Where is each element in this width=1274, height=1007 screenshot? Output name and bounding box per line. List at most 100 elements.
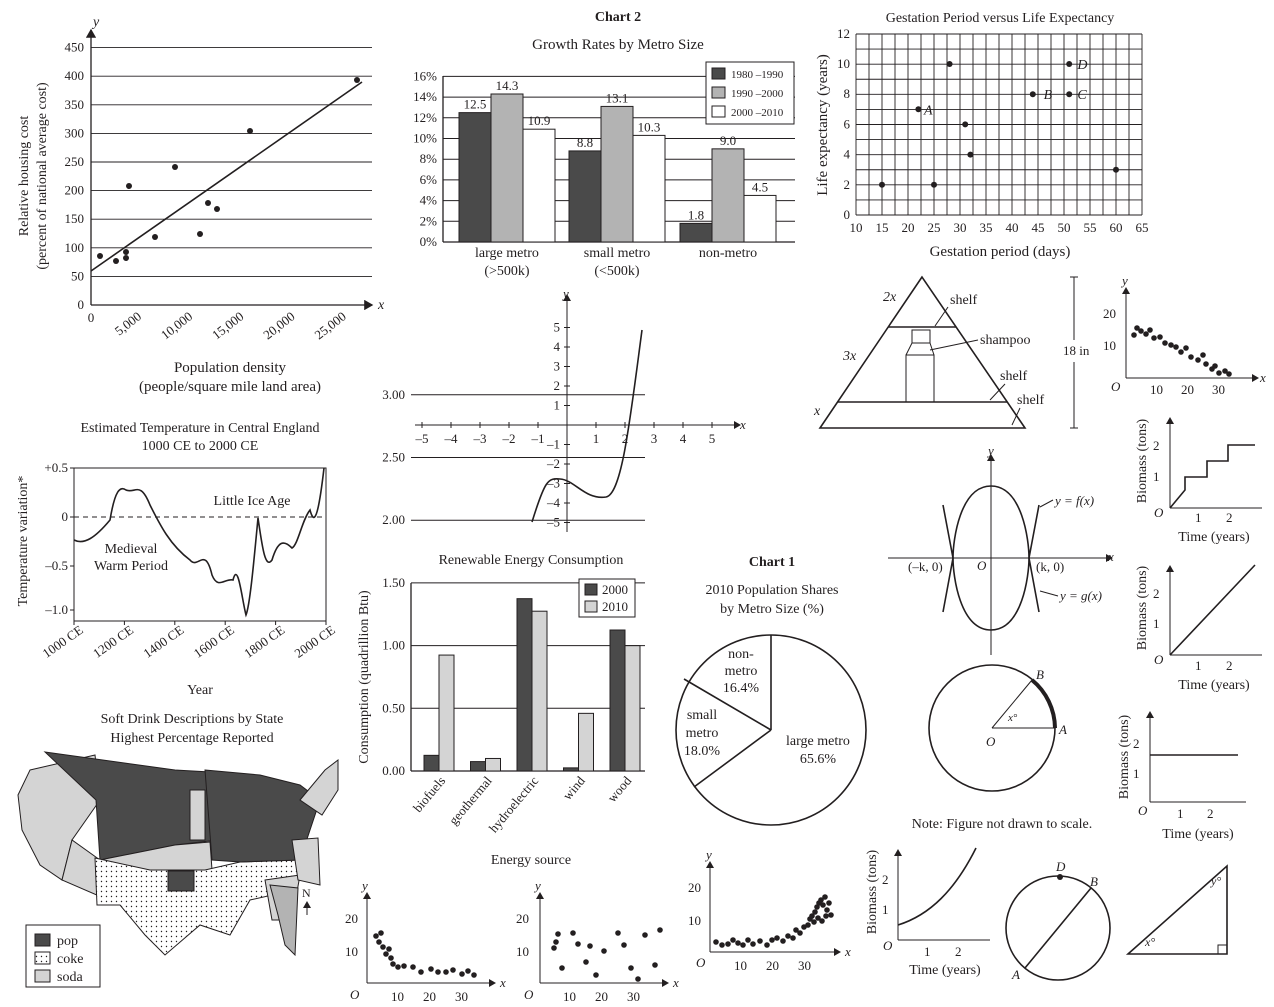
- bs1-point: [435, 969, 441, 975]
- temp-annotation-medieval: Medieval: [105, 542, 158, 557]
- housing-x-tick: 25,000: [311, 309, 348, 343]
- gestation-point: [915, 106, 922, 113]
- renew-bar-2000: [609, 629, 626, 772]
- chart2-data-label: 10.9: [528, 113, 551, 128]
- poly-y-tick: –5: [546, 515, 560, 530]
- temp-x-label: Year: [187, 683, 213, 698]
- renew-legend-swatch: [584, 583, 598, 596]
- bs2-xt30: 30: [627, 989, 640, 1004]
- renew-legend-label: 2010: [602, 599, 628, 614]
- temp-title-2: 1000 CE to 2000 CE: [142, 439, 259, 454]
- poly-x-letter: x: [739, 417, 746, 432]
- housing-y-tick: 100: [65, 240, 85, 255]
- bs1-o: O: [350, 987, 360, 1002]
- housing-y-tick: 300: [65, 125, 85, 140]
- poly-y-tick: 2: [554, 378, 561, 393]
- bs2-point: [628, 965, 634, 971]
- gestation-point: [1113, 166, 1119, 173]
- ss-point: [1131, 332, 1137, 338]
- ss-point: [1168, 342, 1174, 348]
- biomass-exponential-chart: O 2 1 1 2 Time (years) Biomass (tons): [865, 847, 990, 978]
- bs3-point: [730, 937, 736, 943]
- bs1-point: [443, 969, 449, 975]
- gestation-x-tick: 10: [850, 220, 863, 235]
- chart2-group-sublabel: (>500k): [484, 264, 530, 279]
- temp-y-tick: –1.0: [44, 602, 68, 617]
- chart2-bar: [632, 134, 666, 243]
- gestation-y-label: Life expectancy (years): [815, 54, 831, 196]
- parab-x: x: [1107, 549, 1114, 564]
- ss-point: [1203, 361, 1209, 367]
- chart2-subtitle: Growth Rates by Metro Size: [532, 37, 704, 53]
- parab-neg-k: (–k, 0): [908, 559, 943, 574]
- ss-point: [1173, 344, 1179, 350]
- bs3-point: [719, 942, 725, 948]
- poly-x-tick: –2: [502, 431, 516, 446]
- housing-cost-chart: y x 0 50 100 150 200 250 300 350 400 450 0 5,000 10…: [17, 15, 385, 395]
- bs2-point: [551, 945, 557, 951]
- bs2-yt10: 10: [516, 944, 529, 959]
- pie-label-small-2: metro: [686, 726, 719, 741]
- bs3-point: [735, 940, 741, 946]
- ss-point: [1157, 334, 1163, 340]
- map-region-midwest-pop: [204, 769, 321, 863]
- gestation-x-label: Gestation period (days): [930, 244, 1071, 260]
- housing-point: [152, 234, 158, 240]
- map-legend-coke: coke: [57, 952, 83, 967]
- bs2-point: [575, 941, 581, 947]
- temperature-chart: Estimated Temperature in Central England…: [16, 421, 338, 698]
- ss-point: [1226, 371, 1232, 377]
- circle2-b: B: [1090, 874, 1098, 889]
- bs1-point: [410, 964, 416, 970]
- bs3-point: [750, 941, 756, 947]
- pyramid-height-label: 18 in: [1063, 343, 1090, 358]
- pyramid-label-x: x: [813, 404, 821, 419]
- gestation-point: [967, 151, 974, 158]
- ss-point: [1162, 340, 1168, 346]
- chart2-y-tick: 8%: [420, 151, 438, 166]
- ss-xt10: 10: [1150, 382, 1163, 397]
- bs1-point: [388, 955, 394, 961]
- small-scatter-top-right: y x O 20 10 10 20 30: [1103, 273, 1266, 397]
- bs1-point: [418, 969, 424, 975]
- bs3-point: [780, 938, 786, 944]
- housing-y-label-2: (percent of national average cost): [35, 82, 50, 270]
- poly-y-tick: –1: [546, 437, 560, 452]
- bs3-xt20: 20: [766, 958, 779, 973]
- renew-x-tick: wood: [604, 773, 634, 805]
- bs1-point: [471, 972, 477, 978]
- housing-point: [113, 258, 119, 264]
- bs2-xt10: 10: [563, 989, 576, 1004]
- bs2-point: [657, 927, 663, 933]
- ss-yt20: 20: [1103, 306, 1116, 321]
- bm1-ylabel: Biomass (tons): [1135, 418, 1150, 503]
- ss-y: y: [1120, 273, 1128, 288]
- renew-bar-2000: [470, 761, 486, 772]
- ss-point: [1151, 335, 1157, 341]
- housing-y-axis-letter: y: [91, 15, 100, 30]
- chart2-bar: [522, 128, 556, 243]
- bm3-y2: 2: [1133, 736, 1140, 751]
- circle1-b: B: [1036, 667, 1044, 682]
- gestation-x-tick: 20: [902, 220, 915, 235]
- gestation-x-tick: 30: [954, 220, 967, 235]
- circle2-d: D: [1055, 859, 1066, 874]
- chart2-bar: [711, 148, 745, 243]
- bs3-point: [725, 941, 731, 947]
- renew-bar-2010: [438, 654, 455, 772]
- bs3-point: [822, 894, 828, 900]
- bs3-x: x: [844, 944, 851, 959]
- renew-x-tick: biofuels: [410, 773, 448, 815]
- temp-annotation-warm-period: Warm Period: [94, 559, 168, 574]
- circle-arc-figure: B A O x°: [928, 664, 1067, 792]
- bs3-point: [805, 922, 811, 928]
- housing-point: [123, 249, 129, 255]
- gestation-y-tick: 2: [844, 177, 851, 192]
- bs3-point: [713, 939, 719, 945]
- renew-bar-2010: [624, 645, 641, 772]
- pie-label-large-2: 65.6%: [800, 752, 837, 767]
- bs3-yt20: 20: [688, 880, 701, 895]
- housing-point: [197, 231, 203, 237]
- ss-x: x: [1259, 370, 1266, 385]
